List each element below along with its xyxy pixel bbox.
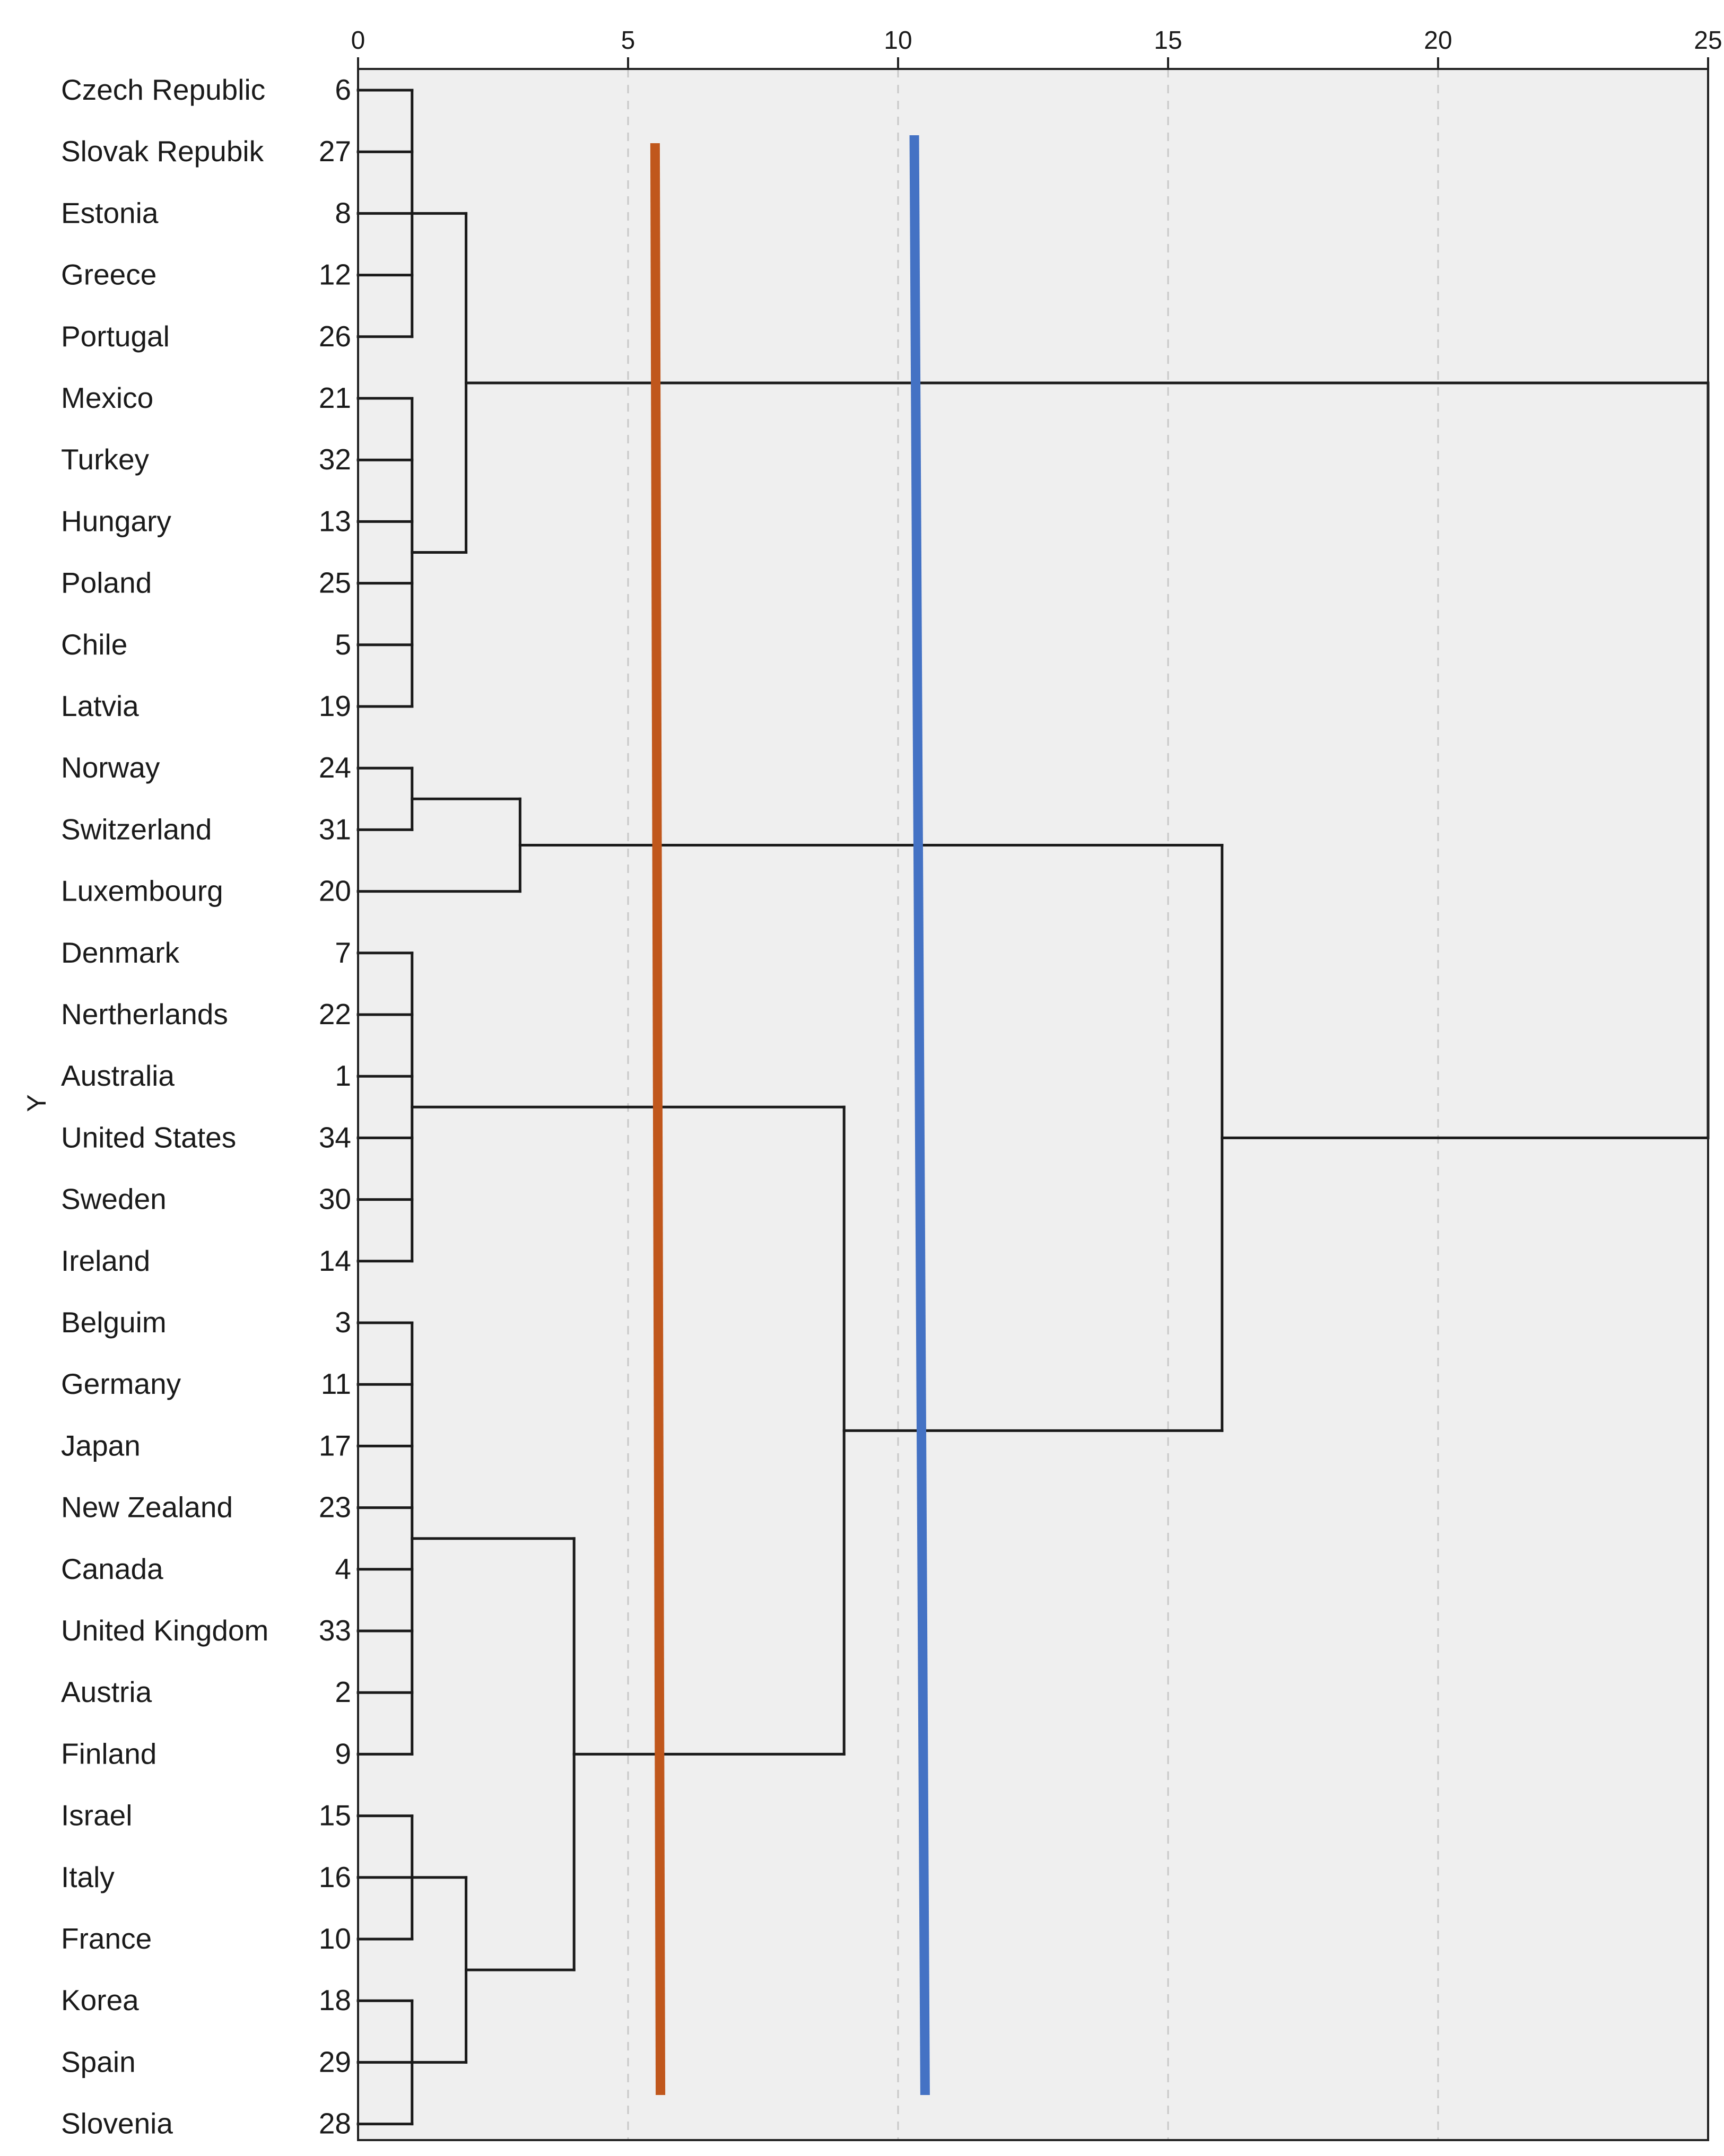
- case-number: 15: [319, 1799, 351, 1832]
- plot-area: [358, 69, 1708, 2140]
- case-number: 12: [319, 258, 351, 291]
- leaf-label: Chile: [61, 628, 127, 661]
- case-number: 19: [319, 689, 351, 722]
- case-number: 25: [319, 566, 351, 599]
- leaf-label: Belguim: [61, 1306, 167, 1339]
- leaf-label: France: [61, 1922, 152, 1955]
- cut-lines: [650, 135, 930, 2096]
- leaf-label: Slovak Repubik: [61, 135, 264, 168]
- y-axis-label: Y: [22, 1094, 51, 1112]
- case-number: 26: [319, 320, 351, 353]
- leaf-label: Canada: [61, 1552, 163, 1585]
- case-number: 2: [335, 1675, 351, 1708]
- case-number: 10: [319, 1922, 351, 1955]
- case-number: 14: [319, 1244, 351, 1277]
- leaf-label: Greece: [61, 258, 156, 291]
- leaf-label: Sweden: [61, 1183, 167, 1216]
- case-number: 29: [319, 2045, 351, 2078]
- leaf-label: Ireland: [61, 1244, 150, 1277]
- case-number: 5: [335, 628, 351, 661]
- case-number: 17: [319, 1429, 351, 1462]
- case-number: 28: [319, 2107, 351, 2140]
- case-number: 9: [335, 1737, 351, 1770]
- case-number: 23: [319, 1491, 351, 1524]
- leaf-label: New Zealand: [61, 1491, 233, 1524]
- plot-frame: [357, 68, 1709, 2141]
- case-number: 8: [335, 196, 351, 229]
- leaf-label: Nertherlands: [61, 998, 228, 1031]
- leaf-label: Italy: [61, 1861, 115, 1893]
- leaf-label: Luxembourg: [61, 875, 223, 907]
- case-number: 6: [335, 73, 351, 106]
- case-number: 21: [319, 381, 351, 414]
- x-tick-label: 15: [1154, 27, 1182, 55]
- leaf-label: Czech Republic: [61, 73, 265, 106]
- case-number: 7: [335, 936, 351, 969]
- leaf-label: Germany: [61, 1367, 181, 1400]
- case-number: 27: [319, 135, 351, 168]
- case-number: 33: [319, 1614, 351, 1647]
- blue-cut-line: [909, 135, 930, 2096]
- orange-cut-line: [650, 143, 666, 2096]
- leaf-label: Israel: [61, 1799, 133, 1832]
- case-number: 31: [319, 813, 351, 845]
- case-number: 24: [319, 751, 351, 784]
- leaf-label: Hungary: [61, 504, 171, 537]
- leaf-label: United Kingdom: [61, 1614, 268, 1647]
- x-tick-label: 0: [351, 27, 365, 55]
- x-tick-label: 25: [1694, 27, 1722, 55]
- case-number: 32: [319, 443, 351, 476]
- leaf-label: Mexico: [61, 381, 153, 414]
- leaf-label: Latvia: [61, 689, 139, 722]
- leaf-label: Finland: [61, 1737, 156, 1770]
- case-number: 3: [335, 1306, 351, 1339]
- x-tick-label: 20: [1424, 27, 1452, 55]
- leaf-label: Portugal: [61, 320, 170, 353]
- x-tick-label: 5: [621, 27, 635, 55]
- leaf-label: Spain: [61, 2045, 136, 2078]
- leaf-label: Australia: [61, 1059, 175, 1092]
- leaf-label: Switzerland: [61, 813, 212, 845]
- case-number: 11: [321, 1367, 351, 1400]
- leaf-label: Estonia: [61, 196, 159, 229]
- case-number: 4: [335, 1552, 351, 1585]
- leaf-label: Korea: [61, 1984, 139, 2017]
- leaf-label: Poland: [61, 566, 152, 599]
- case-number: 18: [319, 1984, 351, 2017]
- leaf-label: United States: [61, 1121, 236, 1154]
- leaf-label: Japan: [61, 1429, 141, 1462]
- leaf-label: Turkey: [61, 443, 150, 476]
- x-axis: 0 5 10 15 20 25: [351, 27, 1722, 69]
- case-number: 30: [319, 1183, 351, 1216]
- case-number: 1: [335, 1059, 351, 1092]
- leaf-label: Slovenia: [61, 2107, 173, 2140]
- case-number: 13: [319, 504, 351, 537]
- case-number: 34: [319, 1121, 351, 1154]
- leaf-label: Austria: [61, 1675, 152, 1708]
- case-number: 20: [319, 875, 351, 907]
- leaf-label: Norway: [61, 751, 160, 784]
- case-number: 16: [319, 1861, 351, 1893]
- case-number: 22: [319, 998, 351, 1031]
- leaf-label: Denmark: [61, 936, 180, 969]
- x-tick-label: 10: [884, 27, 912, 55]
